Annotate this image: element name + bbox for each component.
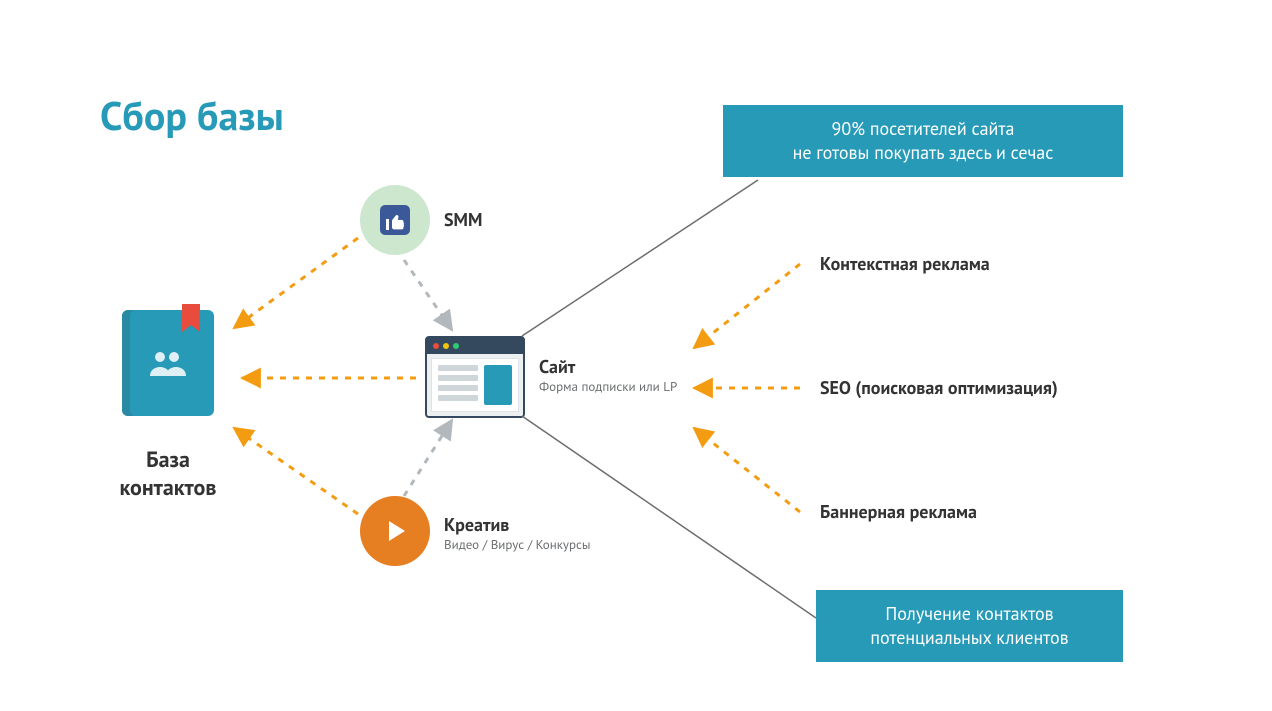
site-image-block xyxy=(484,365,512,405)
top-info-line1: 90% посетителей сайта xyxy=(832,117,1015,141)
site-icon xyxy=(425,336,525,418)
creative-icon xyxy=(360,496,430,566)
arrow-smm-to-book xyxy=(234,238,358,328)
arrow-smm-to-site xyxy=(404,260,452,330)
contacts-label: База контактов xyxy=(118,446,218,502)
arrow-ctx-to-site xyxy=(694,264,800,348)
top-info-box: 90% посетителей сайта не готовы покупать… xyxy=(723,105,1123,177)
smm-label: SMM xyxy=(444,208,482,231)
site-subtitle: Форма подписки или LP xyxy=(539,378,677,395)
bottom-info-line1: Получение контактов xyxy=(885,602,1053,626)
site-dot-red xyxy=(433,343,439,349)
site-title: Сайт xyxy=(539,355,575,378)
site-dot-green xyxy=(453,343,459,349)
people-icon xyxy=(148,348,188,378)
arrow-creative-to-site xyxy=(404,420,452,496)
smm-icon xyxy=(360,185,430,255)
right-item-context: Контекстная реклама xyxy=(820,252,990,275)
creative-subtitle: Видео / Вирус / Конкурсы xyxy=(444,536,590,553)
site-label: Сайт Форма подписки или LP xyxy=(539,355,677,395)
bottom-info-line2: потенциальных клиентов xyxy=(870,626,1068,650)
site-body xyxy=(431,358,519,412)
site-dot-yellow xyxy=(443,343,449,349)
thumbs-up-icon xyxy=(376,201,414,239)
contacts-label-l1: База xyxy=(146,446,190,474)
right-item-seo: SEO (поисковая оптимизация) xyxy=(820,376,1058,399)
bottom-info-box: Получение контактов потенциальных клиент… xyxy=(816,590,1123,662)
bookmark-icon xyxy=(182,304,200,336)
contacts-label-l2: контактов xyxy=(120,474,217,502)
right-item-banner: Баннерная реклама xyxy=(820,500,977,523)
contacts-book-icon xyxy=(122,310,214,416)
creative-title: Креатив xyxy=(444,513,509,536)
top-info-line2: не готовы покупать здесь и сечас xyxy=(793,141,1054,165)
creative-label: Креатив Видео / Вирус / Конкурсы xyxy=(444,513,590,553)
site-textlines xyxy=(438,365,478,405)
arrow-ban-to-site xyxy=(694,428,800,512)
arrow-creative-to-book xyxy=(234,428,358,514)
page-title: Сбор базы xyxy=(100,90,284,142)
site-titlebar xyxy=(427,338,523,354)
play-icon xyxy=(381,517,409,545)
arrow-topinfo-to-site xyxy=(522,180,758,336)
